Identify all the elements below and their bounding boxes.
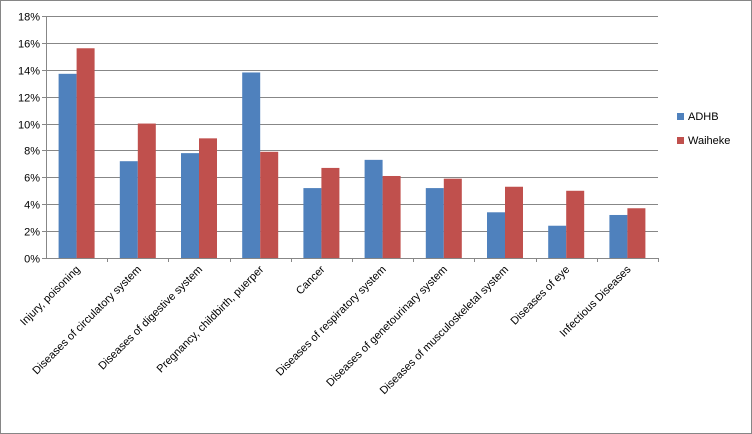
y-tick-label: 2%	[24, 227, 40, 239]
legend-label-adhb: ADHB	[688, 111, 719, 123]
x-category-label: Diseases of respiratory system	[274, 264, 389, 379]
bar-adhb	[425, 188, 444, 258]
bar-waiheke	[505, 186, 523, 258]
bar-waiheke	[137, 123, 156, 258]
bar-waiheke	[260, 151, 279, 258]
bar-adhb	[364, 159, 383, 258]
y-tick-label: 18%	[18, 12, 40, 24]
bar-adhb	[303, 188, 322, 258]
bar-waiheke	[443, 178, 462, 258]
bars	[58, 48, 646, 259]
y-tick-label: 0%	[24, 254, 40, 266]
legend-swatch-adhb	[677, 113, 684, 120]
y-tick-label: 10%	[18, 120, 40, 132]
bar-waiheke	[199, 138, 217, 258]
x-category-label: Diseases of digestive system	[96, 264, 205, 373]
x-category-label: Pregnancy, childbirth, puerper	[155, 263, 267, 375]
y-tick-label: 14%	[18, 66, 40, 78]
y-tick-label: 8%	[24, 146, 40, 158]
bar-waiheke	[321, 167, 340, 258]
x-category-label: Diseases of circulatory system	[30, 264, 144, 378]
bar-adhb	[609, 214, 628, 258]
y-tick-label: 12%	[18, 93, 40, 105]
bar-waiheke	[76, 48, 95, 259]
x-category-label: Cancer	[294, 263, 328, 297]
bar-adhb	[487, 212, 505, 258]
y-tick-label: 16%	[18, 39, 40, 51]
x-category-label: Injury, poisoning	[18, 264, 83, 329]
bar-waiheke	[566, 190, 585, 258]
x-category-label: Diseases of genetourinary system	[324, 264, 450, 390]
legend-label-waiheke: Waiheke	[688, 135, 730, 147]
bar-adhb	[181, 153, 199, 258]
bar-adhb	[119, 161, 138, 258]
legend: ADHB Waiheke	[677, 111, 730, 147]
x-category-label: Diseases of musculoskeletal system	[378, 264, 511, 397]
y-tick-label: 6%	[24, 173, 40, 185]
bar-waiheke	[382, 175, 401, 258]
axes	[42, 16, 659, 262]
x-category-label: Diseases of eye	[508, 264, 572, 328]
bar-adhb	[242, 72, 261, 258]
bar-adhb	[548, 225, 567, 258]
bar-adhb	[58, 73, 77, 258]
legend-swatch-waiheke	[677, 137, 684, 144]
y-tick-label: 4%	[24, 200, 40, 212]
y-tick-labels: 0% 2% 4% 6% 8% 10% 12% 14% 16% 18%	[18, 12, 40, 266]
bar-waiheke	[627, 208, 646, 258]
